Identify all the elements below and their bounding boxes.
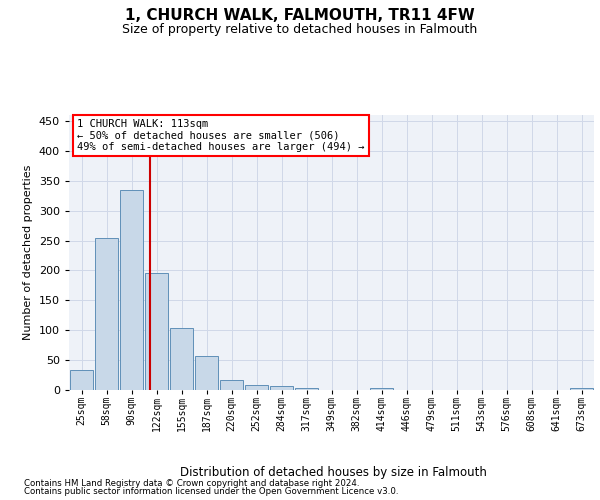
Text: Contains HM Land Registry data © Crown copyright and database right 2024.: Contains HM Land Registry data © Crown c…: [24, 478, 359, 488]
Bar: [119, 190, 143, 390]
Text: Size of property relative to detached houses in Falmouth: Size of property relative to detached ho…: [122, 22, 478, 36]
Text: Contains public sector information licensed under the Open Government Licence v3: Contains public sector information licen…: [24, 487, 398, 496]
Bar: [145, 273, 169, 390]
Bar: [220, 380, 244, 390]
Bar: [269, 386, 293, 390]
Y-axis label: Number of detached properties: Number of detached properties: [23, 165, 33, 340]
Bar: [194, 356, 218, 390]
Bar: [170, 328, 193, 390]
Text: 1 CHURCH WALK: 113sqm
← 50% of detached houses are smaller (506)
49% of semi-det: 1 CHURCH WALK: 113sqm ← 50% of detached …: [77, 119, 364, 152]
Text: Distribution of detached houses by size in Falmouth: Distribution of detached houses by size …: [179, 466, 487, 479]
Bar: [70, 370, 94, 390]
Bar: [245, 384, 268, 390]
Bar: [95, 238, 118, 390]
Bar: [295, 388, 319, 390]
Bar: [370, 388, 394, 390]
Bar: [569, 388, 593, 390]
Text: 1, CHURCH WALK, FALMOUTH, TR11 4FW: 1, CHURCH WALK, FALMOUTH, TR11 4FW: [125, 8, 475, 22]
